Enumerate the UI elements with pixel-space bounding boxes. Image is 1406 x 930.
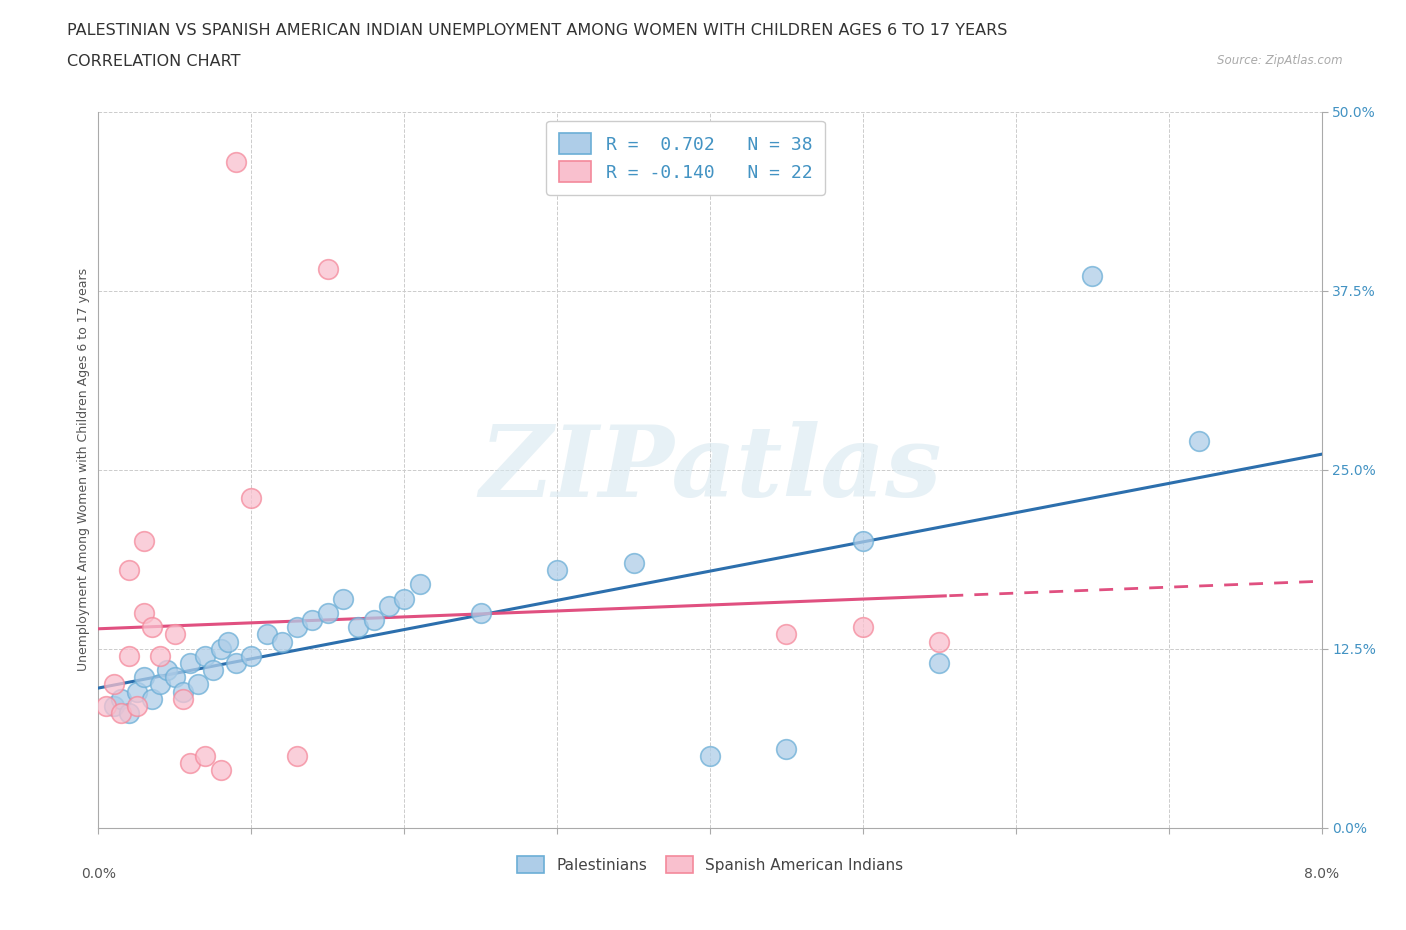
Point: [623, 555, 645, 570]
Point: [270, 634, 294, 649]
Point: [217, 634, 239, 649]
Point: [110, 691, 132, 706]
Point: [928, 656, 950, 671]
Point: [141, 619, 163, 634]
Point: [103, 698, 125, 713]
Point: [316, 261, 339, 276]
Point: [179, 656, 201, 671]
Point: [172, 684, 194, 699]
Point: [775, 627, 797, 642]
Point: [363, 613, 385, 628]
Point: [470, 605, 492, 620]
Point: [775, 741, 797, 756]
Point: [852, 619, 875, 634]
Point: [125, 684, 148, 699]
Point: [103, 677, 125, 692]
Legend: Palestinians, Spanish American Indians: Palestinians, Spanish American Indians: [509, 848, 911, 881]
Point: [179, 756, 201, 771]
Point: [256, 627, 278, 642]
Point: [141, 691, 163, 706]
Point: [187, 677, 209, 692]
Point: [378, 598, 401, 613]
Point: [163, 627, 186, 642]
Point: [134, 605, 156, 620]
Point: [118, 648, 141, 663]
Point: [125, 698, 148, 713]
Point: [172, 691, 194, 706]
Point: [118, 706, 141, 721]
Point: [301, 613, 323, 628]
Point: [163, 670, 186, 684]
Point: [110, 706, 132, 721]
Point: [392, 591, 416, 606]
Text: ZIPatlas: ZIPatlas: [479, 421, 941, 518]
Point: [347, 619, 370, 634]
Point: [285, 619, 308, 634]
Point: [156, 663, 179, 678]
Text: CORRELATION CHART: CORRELATION CHART: [67, 54, 240, 69]
Point: [1188, 433, 1211, 448]
Point: [316, 605, 339, 620]
Point: [149, 648, 172, 663]
Point: [285, 749, 308, 764]
Text: 8.0%: 8.0%: [1305, 867, 1339, 881]
Point: [209, 642, 232, 657]
Point: [240, 491, 263, 506]
Point: [1081, 269, 1104, 284]
Text: Source: ZipAtlas.com: Source: ZipAtlas.com: [1218, 54, 1343, 67]
Point: [699, 749, 721, 764]
Point: [546, 563, 568, 578]
Point: [852, 534, 875, 549]
Point: [94, 698, 117, 713]
Point: [209, 763, 232, 777]
Point: [240, 648, 263, 663]
Point: [225, 656, 247, 671]
Point: [134, 534, 156, 549]
Point: [194, 749, 217, 764]
Text: 0.0%: 0.0%: [82, 867, 115, 881]
Y-axis label: Unemployment Among Women with Children Ages 6 to 17 years: Unemployment Among Women with Children A…: [77, 268, 90, 671]
Point: [408, 577, 430, 591]
Point: [194, 648, 217, 663]
Point: [332, 591, 354, 606]
Point: [928, 634, 950, 649]
Point: [202, 663, 225, 678]
Point: [225, 154, 247, 169]
Point: [149, 677, 172, 692]
Point: [118, 563, 141, 578]
Point: [134, 670, 156, 684]
Text: PALESTINIAN VS SPANISH AMERICAN INDIAN UNEMPLOYMENT AMONG WOMEN WITH CHILDREN AG: PALESTINIAN VS SPANISH AMERICAN INDIAN U…: [67, 23, 1008, 38]
